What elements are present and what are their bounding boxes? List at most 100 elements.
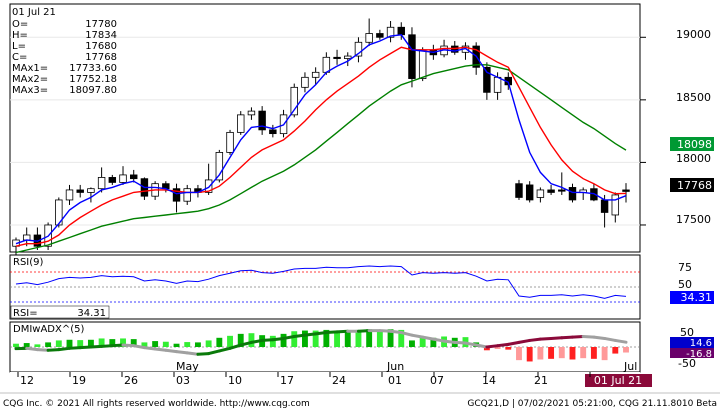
- readout-open-value: 17780: [85, 19, 117, 30]
- adx-segment: [175, 350, 189, 355]
- current-date-badge-text: 01 Jul 21: [594, 374, 642, 387]
- adx-segment: [121, 343, 136, 348]
- moving-average-lines: [15, 34, 627, 254]
- dmi-title: DMIwADX^(5): [13, 324, 84, 335]
- readout-high-label: H=: [12, 30, 28, 41]
- rsi-line: [15, 265, 627, 299]
- readout-ma3-value: 18097.80: [69, 85, 117, 96]
- price-tick-19000: 19000: [676, 28, 711, 41]
- dmi-positive-bar: [45, 342, 52, 347]
- day-label-19: 19: [72, 374, 86, 387]
- dmi-hist-badge-text: -16.8: [686, 349, 712, 360]
- dmi-negative-bar: [516, 347, 522, 361]
- dmi-positive-bar: [23, 343, 30, 347]
- day-label-17: 17: [280, 374, 294, 387]
- adx-segment: [78, 345, 93, 350]
- up-candle: [22, 234, 31, 241]
- adx-segment: [132, 344, 146, 350]
- up-candle: [386, 26, 395, 38]
- price-tick-17500: 17500: [676, 213, 711, 226]
- adx-segment: [431, 337, 446, 343]
- adx-segment: [271, 336, 286, 342]
- adx-segment: [389, 329, 403, 335]
- down-candle: [108, 177, 117, 183]
- dmi-negative-bar: [548, 347, 555, 359]
- adx-segment: [228, 343, 243, 350]
- readout-close-label: C=: [12, 52, 27, 63]
- adx-segment: [25, 346, 39, 352]
- dmi-positive-bar: [173, 343, 180, 347]
- adx-segment: [335, 329, 350, 334]
- dmi-positive-bar: [141, 342, 148, 347]
- adx-segment: [474, 343, 489, 349]
- adx-segment: [110, 343, 125, 348]
- readout-ma1-label: MAx1=: [12, 63, 48, 74]
- day-label-14: 14: [482, 374, 496, 387]
- dmi-positive-bar: [55, 340, 62, 347]
- down-candle: [76, 189, 84, 193]
- up-candle: [119, 174, 127, 183]
- down-candle: [622, 189, 630, 192]
- adx-segment: [560, 335, 574, 340]
- adx-segment: [100, 344, 114, 348]
- dmi-positive-bar: [184, 342, 191, 347]
- down-candle: [269, 129, 277, 135]
- dmi-positive-bar: [162, 341, 169, 347]
- dmi-positive-bar: [98, 338, 105, 347]
- up-candle: [226, 131, 234, 153]
- adx-segment: [89, 344, 104, 349]
- dmi-positive-bar: [130, 339, 137, 347]
- dmi-positive-bar: [366, 329, 373, 347]
- readout-ma1-value: 17733.60: [69, 63, 117, 74]
- dmi-positive-bar: [152, 341, 159, 347]
- dmi-hist-badge: [670, 348, 714, 358]
- up-candle: [322, 56, 331, 73]
- up-candle: [97, 177, 106, 190]
- rsi-tick-50: 50: [678, 278, 692, 291]
- adx-segment: [570, 334, 585, 339]
- dmi-adx-badge-text: 14.6: [690, 338, 712, 349]
- day-label-12: 12: [20, 374, 34, 387]
- price-axis[interactable]: 19000 18500 18000 17500 18098 17768: [670, 28, 714, 226]
- adx-segment: [592, 335, 607, 340]
- rsi-readout-label: RSI=: [13, 308, 38, 319]
- up-candle: [215, 151, 224, 181]
- month-label-may: May: [176, 360, 199, 373]
- up-candle: [344, 55, 352, 59]
- adx-segment: [303, 332, 318, 337]
- rsi-series: [15, 265, 627, 299]
- adx-segment: [292, 333, 307, 338]
- up-candle: [354, 41, 363, 57]
- dmi-negative-bar: [494, 347, 501, 349]
- readout-low-value: 17680: [85, 41, 117, 52]
- dmi-adx-badge: [670, 337, 714, 348]
- readout-ma2-label: MAx2=: [12, 74, 48, 85]
- day-label-26: 26: [124, 374, 138, 387]
- month-label-jun: Jun: [386, 360, 404, 373]
- price-tick-18000: 18000: [676, 152, 711, 165]
- dmi-positive-bar: [120, 338, 126, 347]
- adx-segment: [249, 338, 264, 344]
- dmi-negative-bar: [537, 347, 544, 360]
- price-tick-18500: 18500: [676, 91, 711, 104]
- down-candle: [408, 34, 416, 79]
- day-label-07: 07: [430, 374, 444, 387]
- adx-segment: [282, 334, 296, 340]
- ma3-line: [15, 64, 627, 254]
- time-axis[interactable]: May Jun Jul 12 19 26 03 10 17 24 01 07 1…: [17, 360, 652, 387]
- readout-ma3-label: MAx3=: [12, 85, 48, 96]
- dmi-negative-bar: [580, 347, 587, 359]
- dmi-negative-bar: [590, 347, 597, 359]
- adx-segment: [239, 340, 253, 347]
- dmi-positive-bar: [227, 335, 233, 347]
- dmi-positive-bar: [109, 339, 116, 347]
- price-panel[interactable]: [9, 3, 641, 253]
- down-candle: [397, 26, 405, 36]
- rsi-readout-box: [10, 305, 110, 319]
- adx-segment: [399, 331, 414, 337]
- dmi-positive-bar: [430, 337, 437, 347]
- day-label-10: 10: [228, 374, 242, 387]
- dmi-positive-bar: [205, 340, 212, 347]
- dmi-positive-bar: [387, 329, 394, 347]
- down-candle: [333, 56, 341, 59]
